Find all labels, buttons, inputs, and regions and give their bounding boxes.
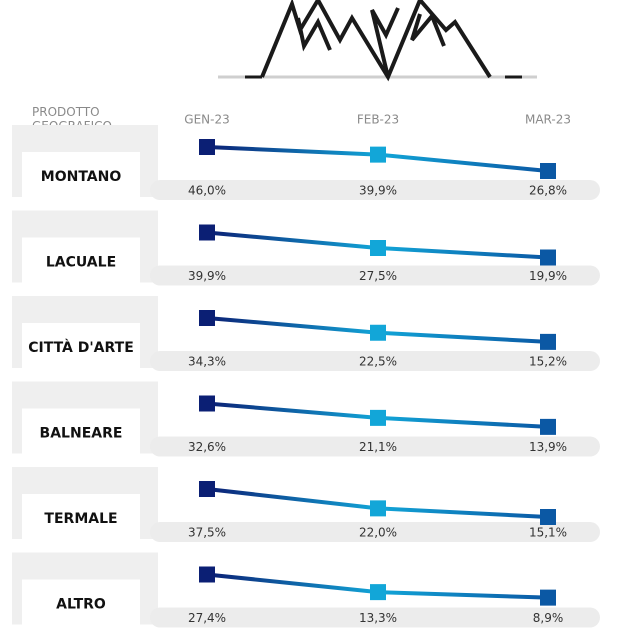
value-label: 27,4% (188, 611, 226, 625)
marker (199, 395, 215, 412)
value-label: 27,5% (359, 269, 397, 283)
marker (540, 163, 556, 179)
row-label: LACUALE (46, 255, 116, 271)
value-label: 34,3% (188, 355, 226, 369)
marker (540, 589, 556, 606)
marker (370, 240, 386, 256)
value-label: 13,9% (529, 440, 567, 454)
row-label: CITTÀ D'ARTE (28, 339, 134, 356)
marker (199, 310, 215, 326)
row-label-box (22, 152, 140, 200)
marker (370, 324, 386, 341)
column-header: MAR-23 (525, 113, 571, 127)
value-band (150, 265, 600, 286)
row-label-box (22, 494, 140, 542)
row-label-box (22, 323, 140, 371)
marker (370, 500, 386, 517)
value-label: 39,9% (188, 269, 226, 283)
value-band (150, 522, 600, 542)
value-band (150, 436, 600, 457)
value-band (150, 607, 600, 628)
value-label: 15,2% (529, 355, 567, 369)
value-label: 26,8% (529, 184, 567, 198)
row-label: ALTRO (56, 597, 106, 613)
marker (540, 418, 556, 435)
marker (199, 224, 215, 241)
marker (199, 481, 215, 497)
value-band (150, 351, 600, 371)
mountain-icon (218, 0, 537, 82)
row-label: MONTANO (41, 169, 122, 185)
value-label: 13,3% (359, 611, 397, 625)
row-label-box (22, 408, 140, 457)
value-label: 21,1% (359, 440, 397, 454)
value-label: 37,5% (188, 526, 226, 540)
marker (540, 333, 556, 350)
value-label: 22,5% (359, 355, 397, 369)
row-label-box (22, 579, 140, 628)
marker (199, 566, 215, 583)
row-label: BALNEARE (40, 426, 123, 442)
row-label: TERMALE (44, 511, 117, 527)
value-label: 8,9% (533, 611, 564, 625)
value-label: 15,1% (529, 526, 567, 540)
value-label: 19,9% (529, 269, 567, 283)
column-header: FEB-23 (357, 113, 399, 127)
marker (370, 146, 386, 163)
value-label: 22,0% (359, 526, 397, 540)
value-label: 39,9% (359, 184, 397, 198)
value-label: 32,6% (188, 440, 226, 454)
marker (370, 584, 386, 601)
marker (199, 139, 215, 155)
marker (540, 249, 556, 266)
marker (370, 409, 386, 426)
marker (540, 509, 556, 525)
column-header: GEN-23 (184, 113, 229, 127)
value-band (150, 180, 600, 200)
value-label: 46,0% (188, 184, 226, 198)
row-label-box (22, 237, 140, 286)
